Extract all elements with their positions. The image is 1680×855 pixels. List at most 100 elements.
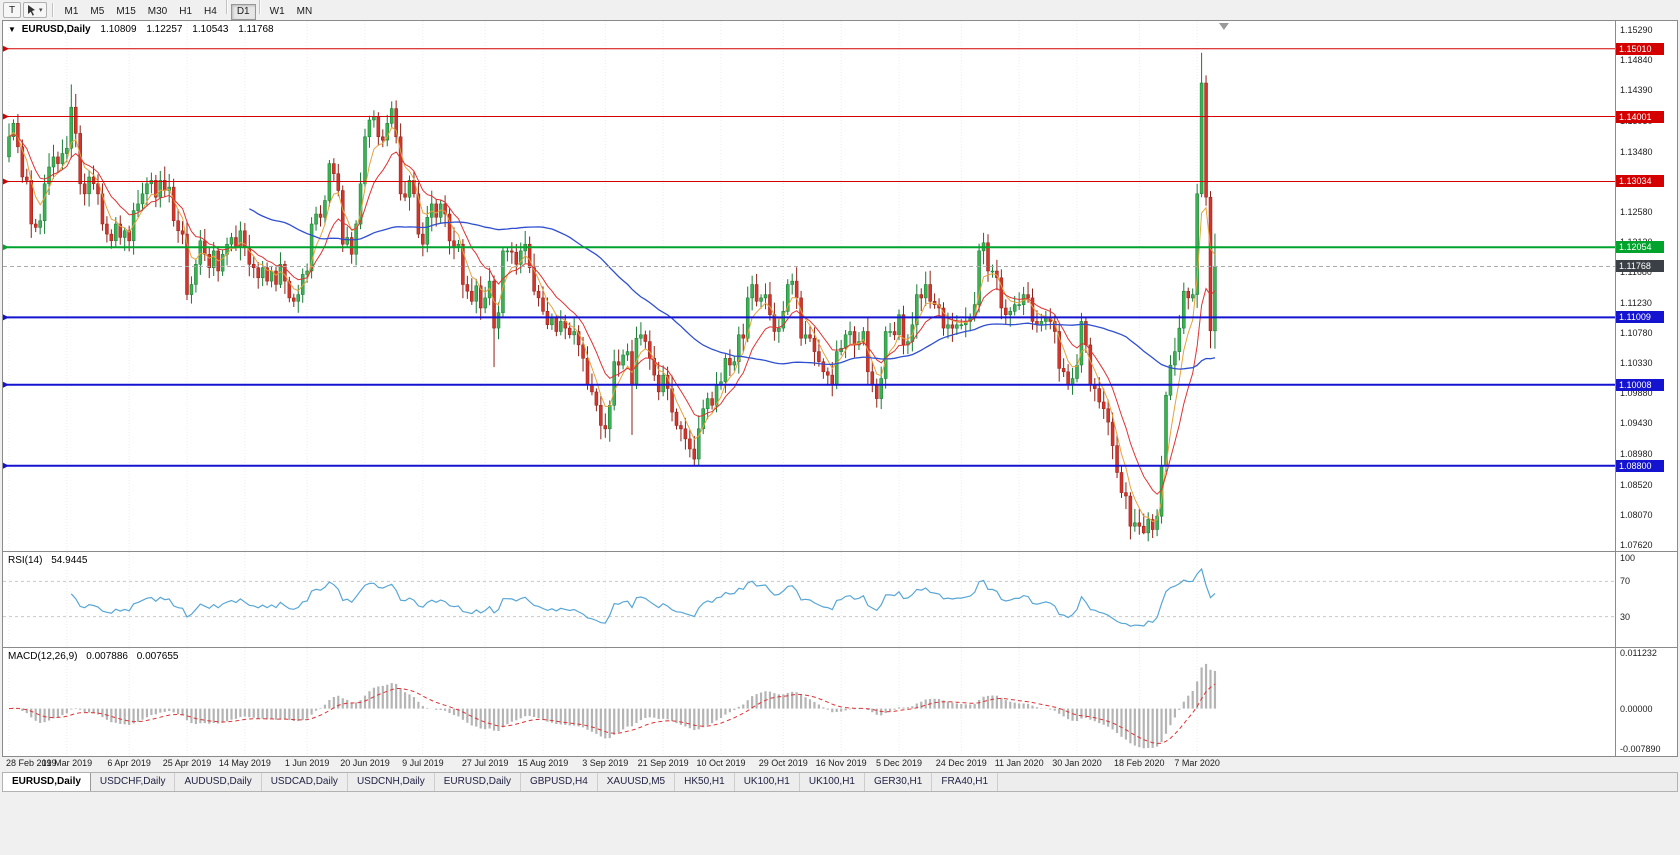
candle-body <box>519 250 523 265</box>
timeframe-button-d1[interactable]: D1 <box>230 3 256 20</box>
candle-body <box>527 243 532 268</box>
level-left-marker <box>3 381 9 388</box>
price-axis[interactable]: 1.152901.148401.143901.139301.134801.130… <box>1615 21 1677 551</box>
candle-body <box>817 351 821 362</box>
candle-body <box>901 314 906 346</box>
candle-body <box>581 344 585 359</box>
candle-body <box>786 284 790 312</box>
candle-body <box>398 136 403 195</box>
candle-body <box>421 233 425 245</box>
top-toolbar: T ▾ M1 M5 M15 M30 H1 H4 D1 W1 MN <box>0 0 1680 20</box>
chart-tab-4[interactable]: USDCNH,Daily <box>348 773 435 791</box>
candle-body <box>56 156 60 164</box>
candle-body <box>1155 515 1159 530</box>
candle-body <box>292 297 296 302</box>
price-chart-surface[interactable] <box>3 21 1615 551</box>
candle-body <box>198 240 203 265</box>
macd-chart-surface[interactable] <box>3 648 1615 756</box>
candle-body <box>741 334 745 339</box>
candle-body <box>808 334 812 339</box>
candle-body <box>1168 364 1173 396</box>
timeframe-button-h4[interactable]: H4 <box>198 4 223 20</box>
candle-body <box>96 183 100 195</box>
macd-label: MACD(12,26,9) 0.007886 0.007655 <box>8 651 178 662</box>
timeframe-button-m1[interactable]: M1 <box>59 4 85 20</box>
chart-tab-7[interactable]: XAUUSD,M5 <box>598 773 676 791</box>
candle-body <box>777 327 781 332</box>
candle-body <box>679 425 683 430</box>
chart-tab-1[interactable]: USDCHF,Daily <box>91 773 176 791</box>
timeframe-button-m5[interactable]: M5 <box>84 4 110 20</box>
price-axis-tick: 1.12580 <box>1620 206 1653 217</box>
current-price-badge: 1.11768 <box>1616 260 1664 273</box>
candle-body <box>33 223 38 228</box>
candle-body <box>425 217 430 245</box>
candle-body <box>737 334 741 362</box>
candle-body <box>434 203 438 218</box>
chart-tab-5[interactable]: EURUSD,Daily <box>435 773 521 791</box>
time-axis-label: 27 Jul 2019 <box>461 758 509 768</box>
timeframe-button-h1[interactable]: H1 <box>173 4 198 20</box>
candle-body <box>763 294 768 299</box>
candle-body <box>7 136 11 158</box>
chart-tab-3[interactable]: USDCAD,Daily <box>262 773 348 791</box>
template-button[interactable]: T <box>3 2 21 18</box>
chart-tab-8[interactable]: HK50,H1 <box>675 773 735 791</box>
candle-body <box>265 267 269 282</box>
chart-tab-bar: EURUSD,Daily USDCHF,Daily AUDUSD,Daily USDC… <box>2 772 1678 792</box>
time-axis[interactable]: 28 Feb 2019 19 Mar 2019 6 Apr 2019 25 Apr 2… <box>2 757 1678 771</box>
candle-body <box>866 331 870 373</box>
candle-body <box>1097 388 1101 403</box>
candle-body <box>639 334 643 339</box>
rsi-panel: 100 70 30 RSI(14) 54.9445 <box>3 552 1677 648</box>
time-axis-label: 16 Nov 2019 <box>815 758 867 768</box>
candle-body <box>661 374 665 393</box>
rsi-axis[interactable]: 100 70 30 <box>1615 552 1677 647</box>
candle-body <box>692 448 697 460</box>
candle-body <box>1066 371 1070 386</box>
candle-body <box>1199 82 1204 195</box>
level-left-marker <box>3 314 9 321</box>
timeframe-button-m15[interactable]: M15 <box>110 4 141 20</box>
candle-body <box>1017 304 1021 306</box>
chart-tab-9[interactable]: UK100,H1 <box>735 773 800 791</box>
timeframe-button-m30[interactable]: M30 <box>142 4 173 20</box>
chart-tab-11[interactable]: GER30,H1 <box>865 773 933 791</box>
candle-body <box>986 242 990 272</box>
rsi-chart-surface[interactable] <box>3 552 1615 647</box>
chart-tab-6[interactable]: GBPUSD,H4 <box>521 773 598 791</box>
candle-body <box>341 190 345 245</box>
candle-body <box>576 331 581 346</box>
price-axis-tick: 1.08070 <box>1620 509 1653 520</box>
macd-axis[interactable]: 0.011232 0.00000 -0.007890 <box>1615 648 1677 756</box>
chart-tab-12[interactable]: FRA40,H1 <box>932 773 999 791</box>
main-chart-panel: 1.152901.148401.143901.139301.134801.130… <box>3 21 1677 552</box>
time-axis-label: 6 Apr 2019 <box>107 758 151 768</box>
time-axis-label: 18 Feb 2020 <box>1114 758 1165 768</box>
chart-shift-marker-icon[interactable] <box>1218 23 1229 30</box>
price-level-badge: 1.13034 <box>1616 175 1664 188</box>
chart-tab-0[interactable]: EURUSD,Daily <box>3 773 91 791</box>
chart-tab-2[interactable]: AUDUSD,Daily <box>175 773 262 791</box>
candle-body <box>728 358 732 366</box>
price-axis-tick: 1.11230 <box>1620 297 1652 308</box>
candle-body <box>65 147 69 154</box>
candle-body <box>252 264 256 268</box>
timeframe-button-mn[interactable]: MN <box>291 4 319 20</box>
time-axis-label: 24 Dec 2019 <box>935 758 987 768</box>
candle-body <box>674 411 679 426</box>
candle-body <box>1177 327 1182 352</box>
collapse-triangle-icon[interactable]: ▼ <box>8 25 16 34</box>
candle-body <box>496 312 501 329</box>
candle-body <box>652 358 656 376</box>
time-axis-label: 10 Oct 2019 <box>696 758 746 768</box>
candle-body <box>465 284 470 292</box>
candle-body <box>1008 311 1012 315</box>
chart-window: 1.152901.148401.143901.139301.134801.130… <box>2 20 1678 757</box>
toolbar-separator <box>225 0 228 15</box>
cursor-tool-button[interactable]: ▾ <box>23 2 47 18</box>
timeframe-button-w1[interactable]: W1 <box>264 4 291 20</box>
time-axis-label: 5 Dec 2019 <box>875 758 923 768</box>
chart-tab-10[interactable]: UK100,H1 <box>800 773 865 791</box>
macd-main-value: 0.007886 <box>86 651 128 662</box>
